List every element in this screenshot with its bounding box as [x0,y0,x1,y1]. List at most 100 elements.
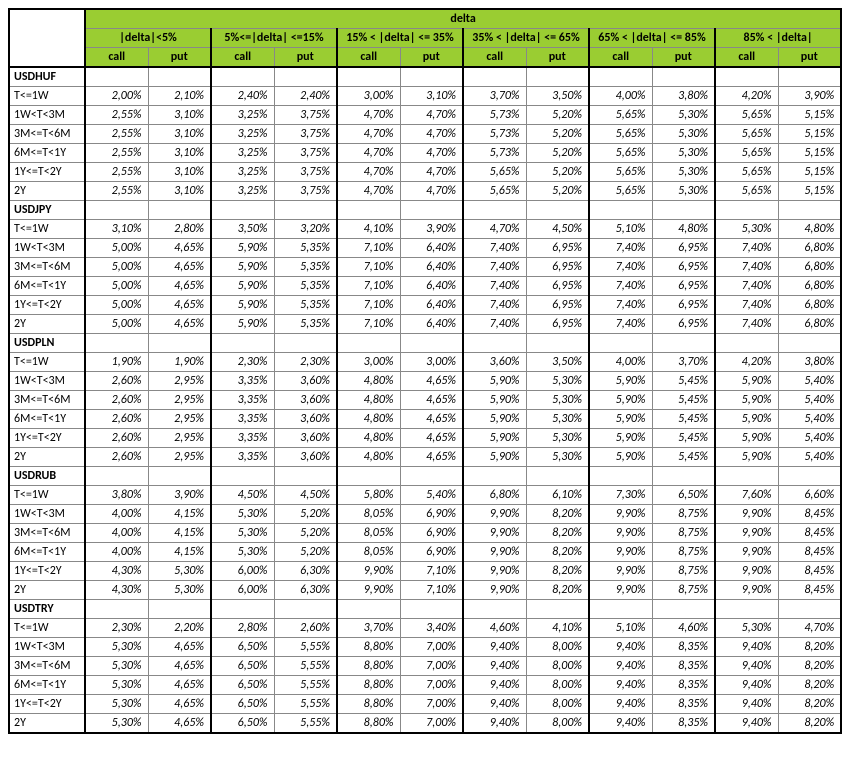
value-cell: 6,40% [400,258,463,277]
value-cell: 7,00% [400,676,463,695]
empty-cell [463,600,526,619]
value-cell: 4,15% [148,524,211,543]
value-cell: 3,50% [526,353,589,372]
h-put-1: put [274,48,337,68]
value-cell: 6,95% [526,315,589,334]
value-cell: 4,80% [337,372,400,391]
value-cell: 6,80% [778,239,841,258]
header-callput-row: call put call put call put call put call… [9,48,841,68]
value-cell: 2,60% [85,429,148,448]
value-cell: 3,50% [526,87,589,106]
value-cell: 5,45% [652,429,715,448]
value-cell: 3,60% [274,410,337,429]
value-cell: 3,25% [211,125,274,144]
tenor-label: 3M<=T<6M [9,657,85,676]
value-cell: 3,80% [652,87,715,106]
value-cell: 5,30% [526,410,589,429]
value-cell: 9,40% [463,695,526,714]
value-cell: 7,10% [337,277,400,296]
value-cell: 5,40% [778,429,841,448]
empty-cell [463,467,526,486]
value-cell: 2,40% [211,87,274,106]
value-cell: 9,90% [715,505,778,524]
value-cell: 4,00% [85,524,148,543]
tenor-label: 1Y<=T<2Y [9,163,85,182]
value-cell: 5,30% [526,429,589,448]
bucket-5: 85% < |delta| [715,29,841,48]
value-cell: 9,40% [715,657,778,676]
value-cell: 6,80% [778,296,841,315]
empty-cell [85,600,148,619]
empty-cell [778,67,841,87]
empty-cell [589,334,652,353]
value-cell: 5,20% [274,543,337,562]
tenor-label: 3M<=T<6M [9,258,85,277]
header-buckets-row: |delta|<5% 5%<=|delta| <=15% 15% < |delt… [9,29,841,48]
value-cell: 9,40% [463,676,526,695]
value-cell: 5,40% [778,410,841,429]
value-cell: 4,00% [589,353,652,372]
empty-cell [274,467,337,486]
value-cell: 9,40% [715,714,778,734]
value-cell: 9,40% [715,695,778,714]
value-cell: 7,40% [589,315,652,334]
value-cell: 6,40% [400,277,463,296]
value-cell: 8,80% [337,657,400,676]
value-cell: 8,20% [778,638,841,657]
value-cell: 4,80% [337,448,400,467]
value-cell: 5,30% [715,220,778,239]
value-cell: 3,35% [211,448,274,467]
value-cell: 3,10% [148,163,211,182]
value-cell: 3,70% [337,619,400,638]
empty-cell [85,467,148,486]
value-cell: 5,35% [274,239,337,258]
value-cell: 5,55% [274,657,337,676]
empty-cell [526,334,589,353]
value-cell: 9,90% [463,505,526,524]
value-cell: 9,40% [589,714,652,734]
value-cell: 3,70% [463,87,526,106]
empty-cell [400,201,463,220]
value-cell: 9,90% [589,543,652,562]
h-put-4: put [652,48,715,68]
value-cell: 9,90% [589,505,652,524]
value-cell: 9,40% [589,695,652,714]
value-cell: 6,95% [652,296,715,315]
value-cell: 5,30% [211,543,274,562]
value-cell: 4,00% [85,543,148,562]
value-cell: 6,90% [400,505,463,524]
bucket-0: |delta|<5% [85,29,211,48]
table-body: USDHUFT<=1W2,00%2,10%2,40%2,40%3,00%3,10… [9,67,841,733]
value-cell: 3,90% [148,486,211,505]
value-cell: 2,00% [85,87,148,106]
value-cell: 5,15% [778,163,841,182]
value-cell: 3,35% [211,429,274,448]
value-cell: 9,40% [589,676,652,695]
value-cell: 6,95% [526,239,589,258]
value-cell: 4,60% [463,619,526,638]
value-cell: 7,40% [715,315,778,334]
empty-cell [652,600,715,619]
value-cell: 2,10% [148,87,211,106]
value-cell: 8,20% [526,524,589,543]
value-cell: 5,90% [589,391,652,410]
value-cell: 2,95% [148,410,211,429]
value-cell: 5,35% [274,315,337,334]
value-cell: 9,90% [715,581,778,600]
h-call-4: call [589,48,652,68]
value-cell: 5,55% [274,676,337,695]
value-cell: 4,70% [337,125,400,144]
value-cell: 4,70% [337,144,400,163]
value-cell: 3,70% [652,353,715,372]
tenor-label: 3M<=T<6M [9,391,85,410]
value-cell: 6,30% [274,562,337,581]
value-cell: 7,40% [589,239,652,258]
value-cell: 4,65% [400,429,463,448]
empty-cell [778,600,841,619]
value-cell: 5,65% [463,163,526,182]
value-cell: 3,25% [211,106,274,125]
value-cell: 4,65% [148,277,211,296]
value-cell: 5,90% [463,429,526,448]
value-cell: 3,10% [400,87,463,106]
value-cell: 7,40% [463,277,526,296]
